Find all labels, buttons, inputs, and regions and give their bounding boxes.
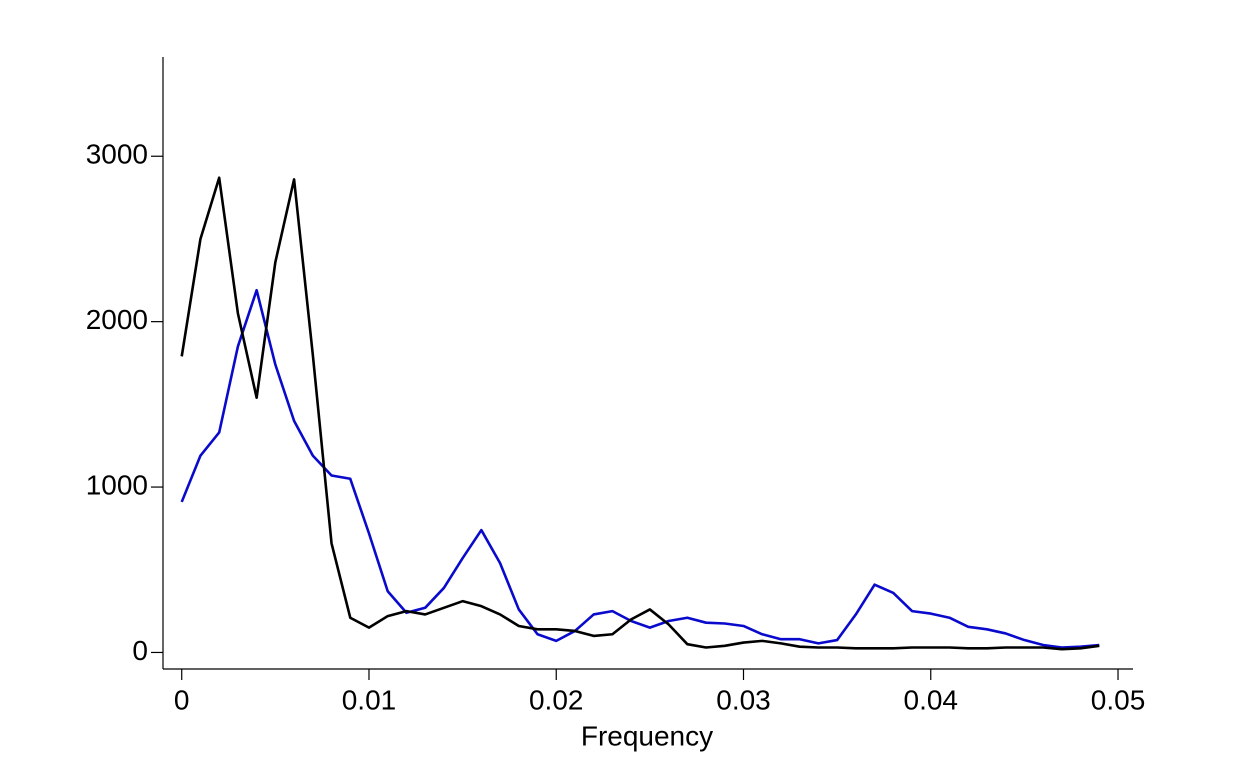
y-tick-label: 0 bbox=[132, 635, 148, 666]
x-tick-label: 0.02 bbox=[529, 684, 584, 715]
y-tick-label: 3000 bbox=[86, 139, 148, 170]
x-axis-label: Frequency bbox=[581, 720, 713, 751]
x-tick-label: 0.04 bbox=[904, 684, 959, 715]
x-tick-label: 0.05 bbox=[1091, 684, 1146, 715]
y-tick-label: 1000 bbox=[86, 469, 148, 500]
x-tick-label: 0.03 bbox=[716, 684, 771, 715]
y-tick-label: 2000 bbox=[86, 304, 148, 335]
series-line bbox=[180, 288, 1100, 649]
series-line bbox=[180, 176, 1100, 651]
x-tick-label: 0 bbox=[174, 684, 190, 715]
x-tick-label: 0.01 bbox=[342, 684, 397, 715]
